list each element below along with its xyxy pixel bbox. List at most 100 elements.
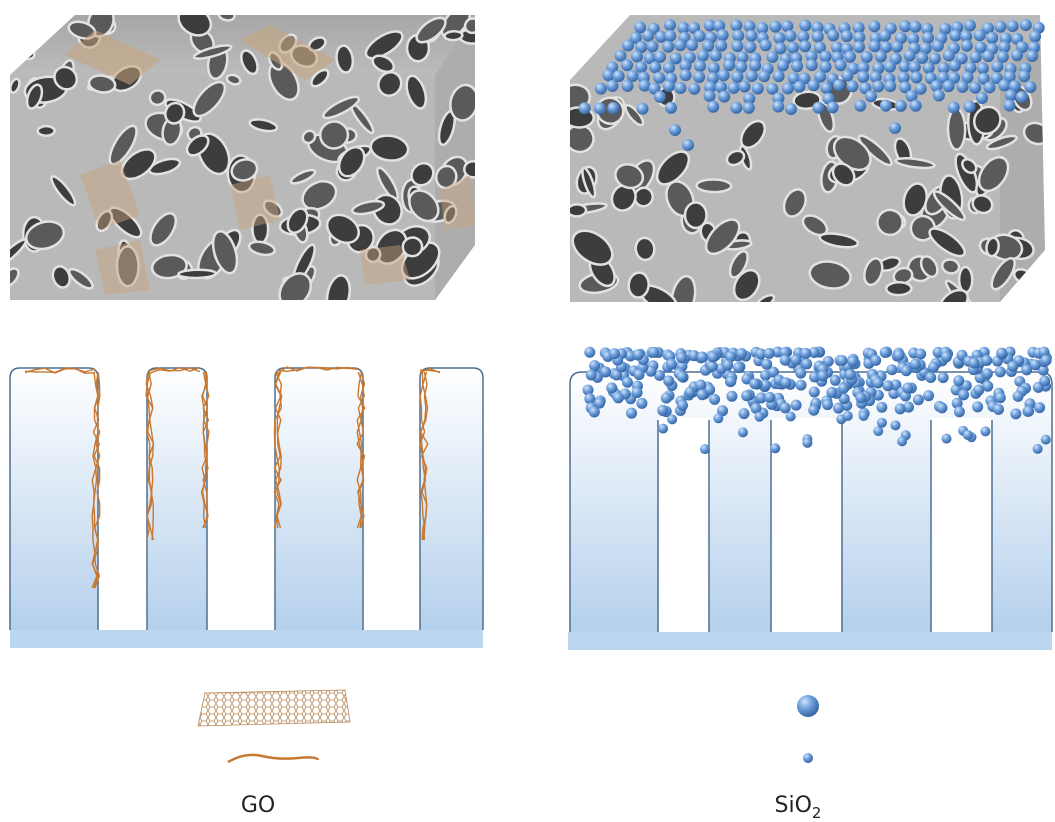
silica-particle (723, 59, 735, 71)
silica-particle (941, 351, 952, 362)
silica-particle (801, 358, 812, 369)
silica-particle (938, 372, 949, 383)
silica-particle (761, 359, 772, 370)
pore-hole (178, 269, 216, 278)
silica-particle (646, 40, 658, 52)
silica-particle (654, 51, 666, 63)
label-go: GO (241, 793, 275, 818)
silica-particle (970, 51, 982, 63)
silica-particle (925, 372, 936, 383)
silica-particle (901, 365, 912, 376)
silica-particle (1003, 99, 1015, 111)
pore-hole (948, 108, 966, 149)
silica-particle (744, 41, 756, 53)
silica-particle (769, 21, 781, 33)
silica-particle (998, 79, 1010, 91)
silica-particle (1041, 435, 1051, 445)
pore-hole (38, 126, 55, 136)
silica-particle (910, 71, 922, 83)
silica-particle (669, 124, 681, 136)
silica-particle (972, 401, 983, 412)
silica-particle (733, 362, 744, 373)
go-fiber-icon (228, 755, 318, 762)
silica-particle (875, 50, 887, 62)
silica-particle (833, 403, 844, 414)
pore-hole (402, 236, 423, 257)
silica-particle (621, 59, 633, 71)
silica-particle (780, 355, 791, 366)
silica-particle (622, 40, 634, 52)
silica-particle (694, 60, 706, 72)
silica-particle (808, 79, 820, 91)
silica-particle (1033, 444, 1043, 454)
silica-particle (826, 387, 837, 398)
silica-particle (915, 349, 926, 360)
silica-particle (754, 412, 764, 422)
silica-particle (837, 355, 848, 366)
silica-particle (880, 347, 891, 358)
substrate (568, 632, 1052, 650)
silica-particle (786, 412, 796, 422)
silica-particle (933, 90, 945, 102)
silica-particle (663, 80, 675, 92)
silica-particle (857, 71, 869, 83)
silica-particle (949, 30, 961, 42)
silica-particle (636, 398, 647, 409)
silica-particle (758, 70, 770, 82)
silica-particle (730, 102, 742, 114)
silica-particle (749, 378, 760, 389)
silica-particle (884, 80, 896, 92)
silica-particle (884, 61, 896, 73)
silica-small-icon (803, 753, 813, 763)
label-sio2: SiO2 (775, 793, 822, 822)
silica-particle (909, 61, 921, 73)
silica-particle (787, 42, 799, 54)
silica-particle (704, 90, 716, 102)
silica-particle (713, 413, 723, 423)
silica-particle (684, 387, 695, 398)
silica-particle (838, 383, 849, 394)
silica-particle (835, 59, 847, 71)
silica-particle (657, 405, 668, 416)
silica-particle (665, 102, 677, 114)
pore-hole (568, 204, 587, 217)
silica-particle (958, 389, 969, 400)
silica-particle (986, 32, 998, 44)
pore-hole (19, 47, 36, 61)
silica-particle (717, 29, 729, 41)
silica-particle (777, 59, 789, 71)
silica-particle (725, 376, 736, 387)
pore-hole (464, 161, 482, 178)
silica-particle (579, 102, 591, 114)
silica-particle (773, 32, 785, 44)
silica-particle (799, 19, 811, 31)
silica-particle (827, 29, 839, 41)
silica-particle (688, 83, 700, 95)
silica-particle (976, 92, 988, 104)
silica-particle (876, 402, 887, 413)
silica-particle (662, 41, 674, 53)
silica-particle (942, 434, 952, 444)
diagram: GO SiO2 (0, 0, 1055, 822)
silica-particle (682, 139, 694, 151)
silica-particle (607, 102, 619, 114)
silica-particle (889, 122, 901, 134)
silica-particle (663, 62, 675, 74)
silica-particle (916, 52, 928, 64)
silica-particle (923, 62, 935, 74)
silica-particle (773, 70, 785, 82)
silica-particle (784, 30, 796, 42)
silica-particle (637, 103, 649, 115)
silica-particle (760, 39, 772, 51)
silica-particle (799, 40, 811, 52)
silica-particle (996, 348, 1007, 359)
silica-particle (633, 349, 644, 360)
silica-particle (697, 50, 709, 62)
pore-hole (959, 267, 972, 293)
silica-particle (791, 400, 802, 411)
silica-particle (796, 380, 807, 391)
silica-particle (872, 80, 884, 92)
silica-particle (674, 82, 686, 94)
silica-particle (1018, 70, 1030, 82)
silica-particle (861, 51, 873, 63)
